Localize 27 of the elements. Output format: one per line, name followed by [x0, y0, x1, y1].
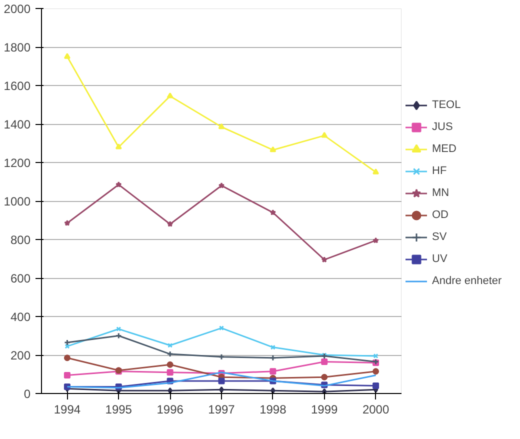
x-tick-label: 1995 — [105, 402, 132, 416]
y-tick-label: 1600 — [4, 79, 31, 93]
y-tick-label: 1400 — [4, 118, 31, 132]
y-tick-label: 200 — [10, 348, 31, 362]
y-tick-label: 0 — [24, 387, 31, 401]
legend-label: SV — [432, 231, 448, 243]
x-tick-label: 2000 — [362, 402, 390, 416]
legend-label: MED — [432, 143, 456, 155]
legend-label: Andre enheter — [432, 275, 502, 287]
y-tick-label: 1200 — [4, 156, 31, 170]
y-tick-label: 600 — [10, 272, 31, 286]
x-tick-label: 1998 — [260, 402, 287, 416]
y-tick-label: 1000 — [4, 194, 31, 208]
y-tick-label: 800 — [10, 233, 31, 247]
y-tick-label: 2000 — [4, 2, 31, 16]
y-tick-label: 1800 — [4, 40, 31, 54]
legend-label: MN — [432, 187, 450, 199]
legend-label: OD — [432, 209, 450, 221]
x-tick-label: 1996 — [156, 402, 184, 416]
legend-label: TEOL — [432, 99, 461, 111]
legend-label: JUS — [432, 121, 453, 133]
x-tick-label: 1997 — [208, 402, 236, 416]
x-tick-label: 1999 — [311, 402, 338, 416]
legend-label: HF — [432, 165, 448, 177]
x-tick-label: 1994 — [54, 402, 81, 416]
legend-label: UV — [432, 253, 448, 265]
y-tick-label: 400 — [10, 310, 31, 324]
